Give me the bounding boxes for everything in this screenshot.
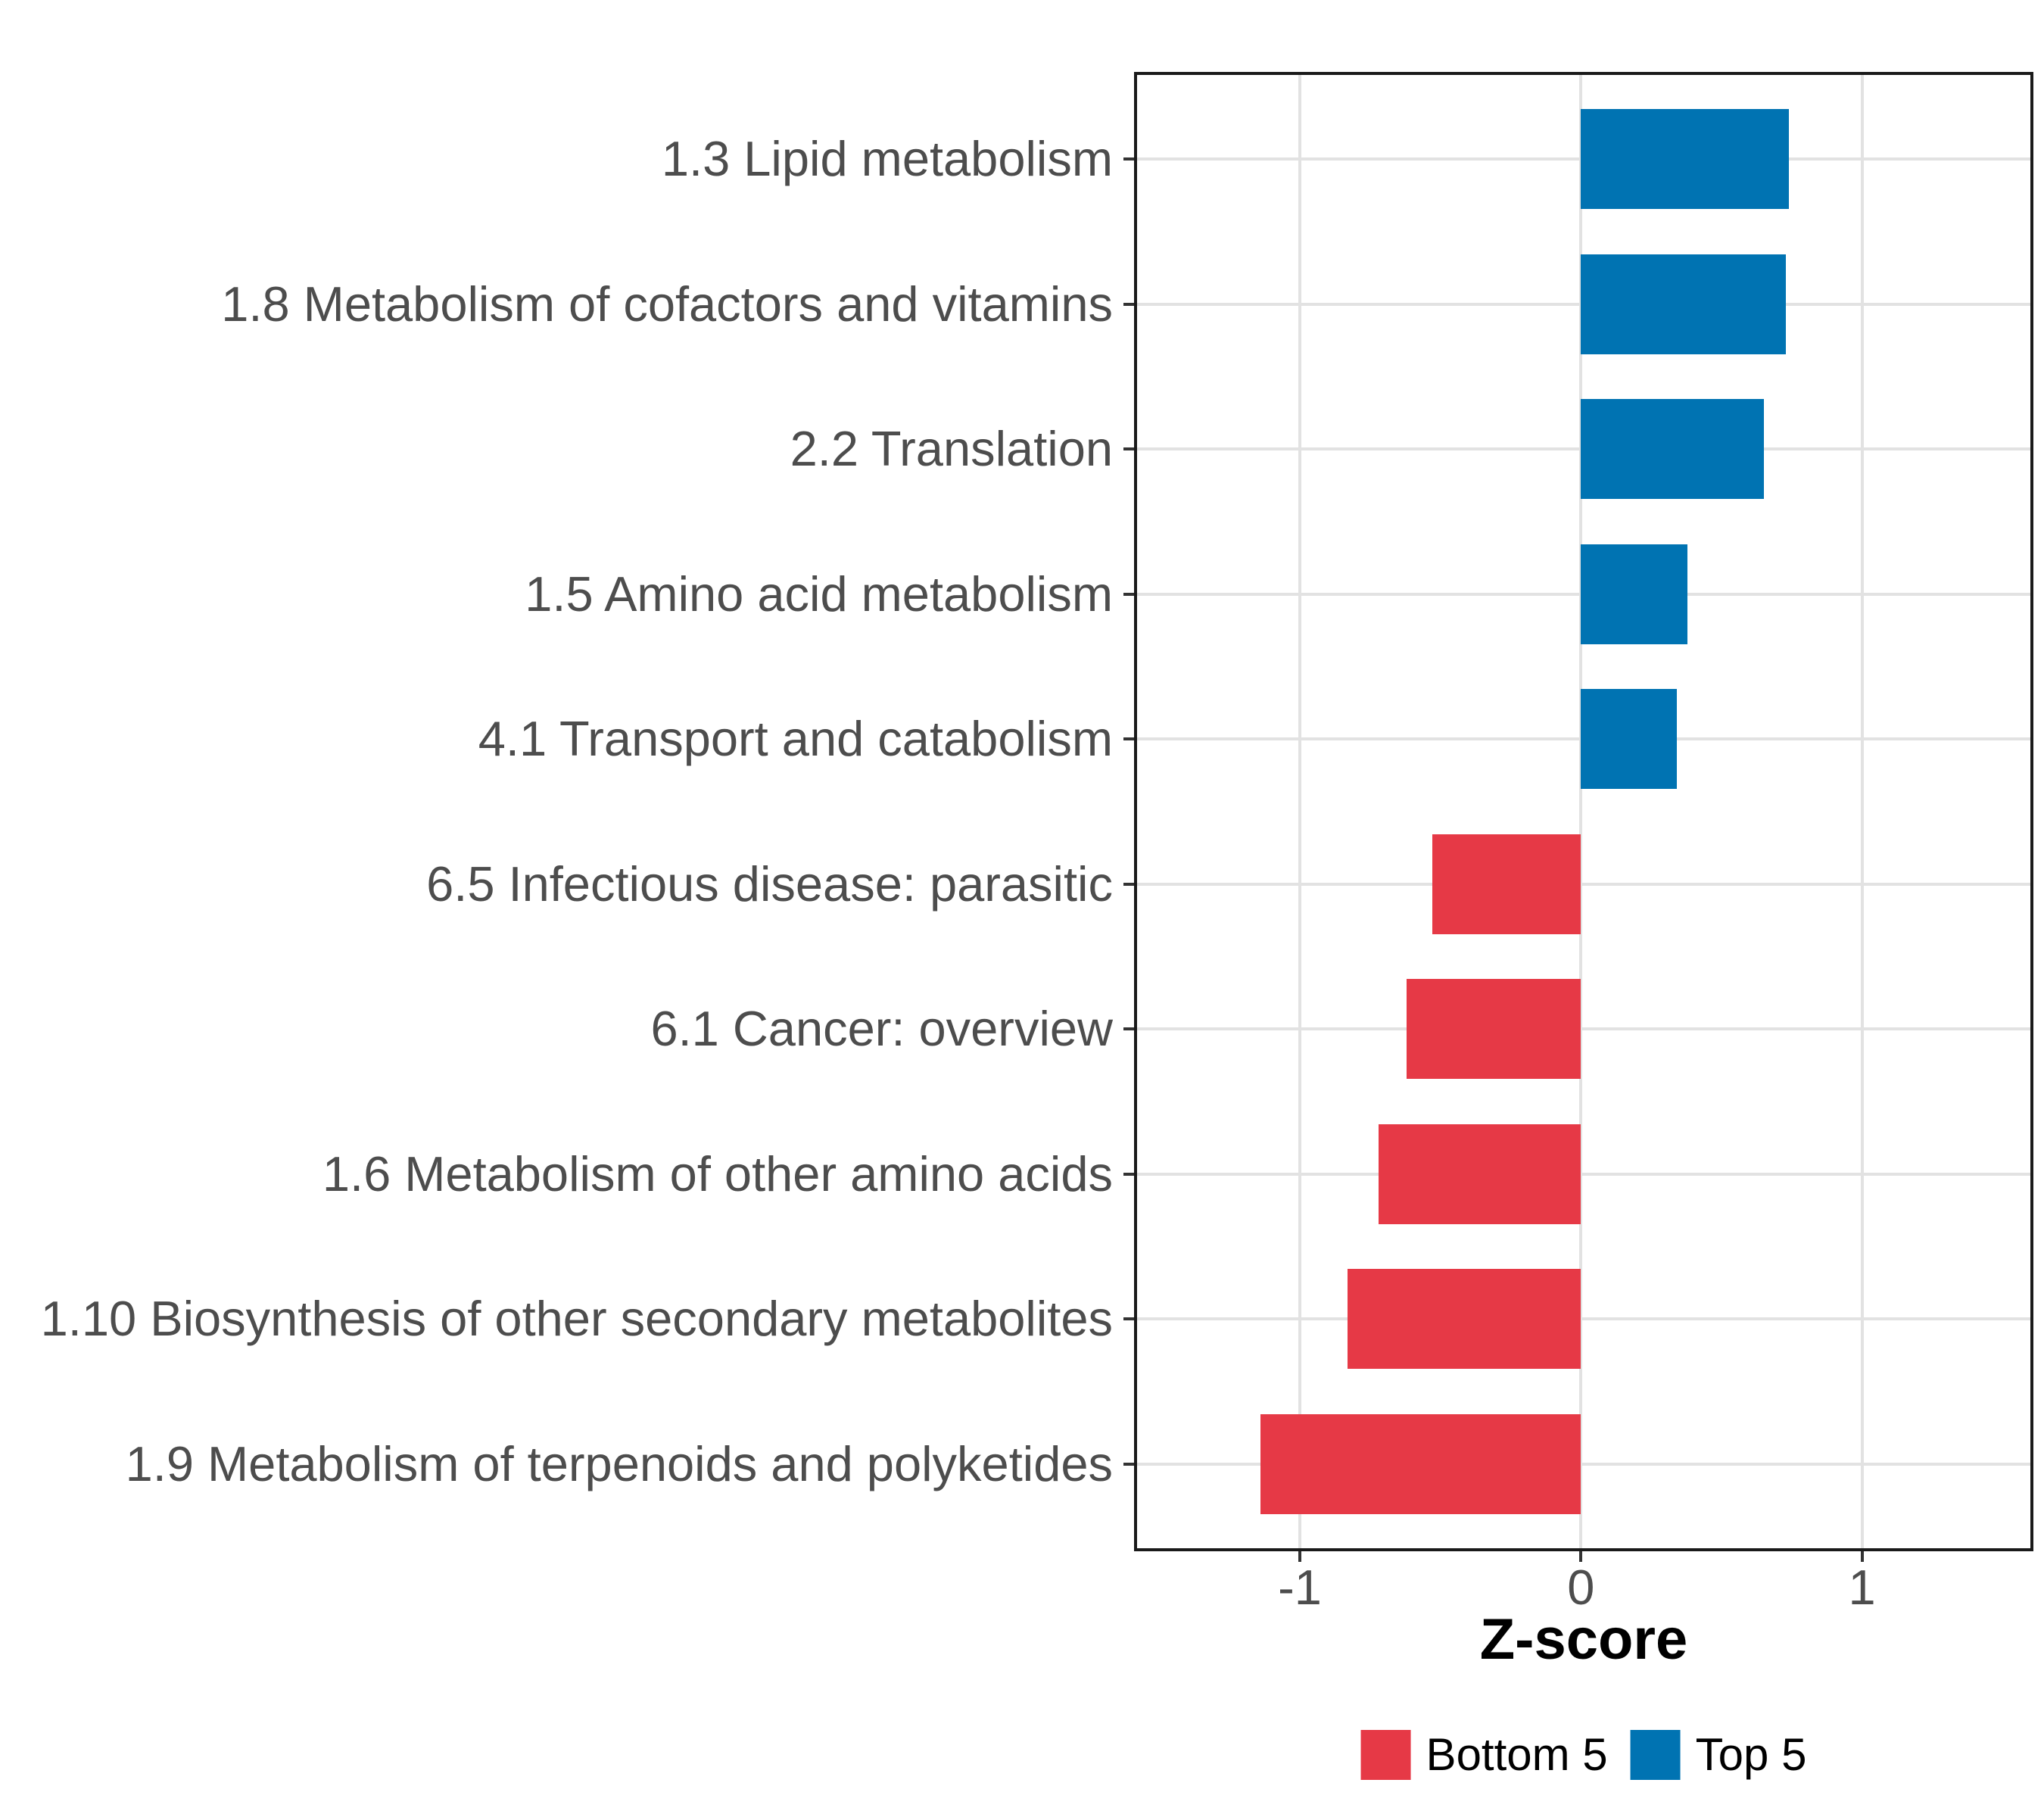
y-axis-label: 1.3 Lipid metabolism: [661, 130, 1113, 186]
legend-swatch: [1360, 1730, 1411, 1780]
legend-item: Bottom 5: [1360, 1729, 1608, 1780]
y-axis-tick: [1123, 157, 1134, 161]
gridline-vertical: [1298, 72, 1302, 1551]
y-axis-tick: [1123, 302, 1134, 306]
bar: [1432, 834, 1581, 934]
y-axis-label: 1.9 Metabolism of terpenoids and polyket…: [125, 1436, 1113, 1492]
bar: [1581, 254, 1787, 354]
x-axis-tick-label: 1: [1848, 1560, 1876, 1615]
legend-label: Top 5: [1695, 1729, 1807, 1780]
y-axis-tick: [1123, 1317, 1134, 1321]
x-axis-tick: [1298, 1551, 1302, 1562]
y-axis-label: 1.6 Metabolism of other amino acids: [322, 1145, 1113, 1201]
y-axis-label: 1.5 Amino acid metabolism: [525, 566, 1113, 622]
plot-panel: [1134, 72, 2033, 1551]
y-axis-labels: 1.3 Lipid metabolism 1.8 Metabolism of co…: [0, 72, 1113, 1551]
bar: [1260, 1414, 1581, 1515]
y-axis-tick: [1123, 1172, 1134, 1176]
y-axis-tick: [1123, 447, 1134, 451]
bar: [1348, 1269, 1581, 1370]
bar: [1581, 544, 1688, 644]
x-axis-tick-label: -1: [1278, 1560, 1322, 1615]
y-axis-tick: [1123, 737, 1134, 741]
y-axis-label: 6.5 Infectious disease: parasitic: [426, 856, 1113, 912]
gridline-horizontal: [1134, 1463, 2033, 1466]
bar: [1378, 1124, 1581, 1224]
gridline-vertical: [1579, 72, 1583, 1551]
x-axis-tick-label: 0: [1567, 1560, 1595, 1615]
y-axis-label: 1.10 Biosynthesis of other secondary met…: [40, 1291, 1113, 1347]
y-axis-tick: [1123, 1463, 1134, 1466]
gridline-horizontal: [1134, 882, 2033, 886]
y-axis-label: 4.1 Transport and catabolism: [478, 711, 1113, 767]
legend-item: Top 5: [1630, 1729, 1807, 1780]
bar: [1581, 689, 1677, 790]
bar: [1581, 399, 1764, 500]
legend: Bottom 5 Top 5: [1360, 1729, 1807, 1780]
legend-swatch: [1630, 1730, 1681, 1780]
gridline-horizontal: [1134, 1172, 2033, 1176]
y-axis-tick: [1123, 592, 1134, 596]
bar: [1581, 108, 1789, 209]
x-axis-tick: [1579, 1551, 1583, 1562]
bar: [1407, 979, 1581, 1080]
y-axis-label: 6.1 Cancer: overview: [650, 1001, 1113, 1057]
y-axis-tick: [1123, 882, 1134, 886]
legend-label: Bottom 5: [1426, 1729, 1608, 1780]
gridline-horizontal: [1134, 1317, 2033, 1321]
x-axis-title: Z-score: [1479, 1607, 1688, 1672]
y-axis-label: 1.8 Metabolism of cofactors and vitamins: [221, 276, 1113, 332]
y-axis-label: 2.2 Translation: [790, 421, 1113, 477]
gridline-vertical: [1860, 72, 1864, 1551]
x-axis-tick: [1860, 1551, 1864, 1562]
gridline-horizontal: [1134, 1027, 2033, 1031]
y-axis-tick: [1123, 1027, 1134, 1031]
